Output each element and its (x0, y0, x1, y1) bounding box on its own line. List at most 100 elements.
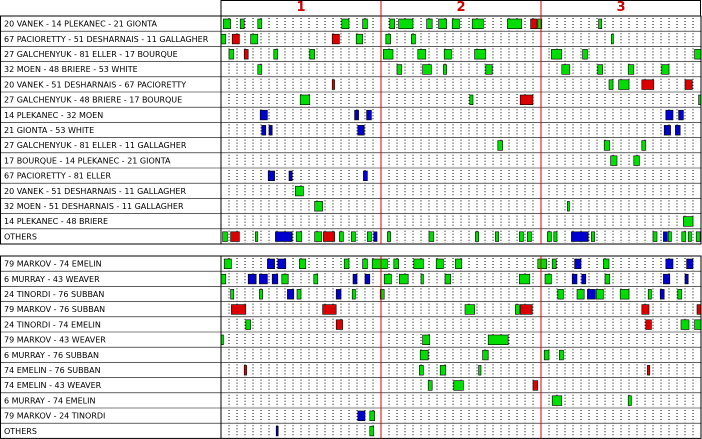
shift-blue (663, 273, 671, 285)
shift-green (299, 94, 311, 105)
shift-green (443, 49, 452, 60)
shift-green (627, 64, 635, 75)
shift-green (618, 79, 630, 90)
shift-green (611, 33, 614, 45)
shift-red (243, 365, 247, 376)
row-label: 32 MOEN - 48 BRIERE - 53 WHITE (4, 65, 138, 74)
shift-green (475, 231, 479, 242)
shift-green (223, 18, 231, 29)
shift-green (543, 349, 550, 361)
shift-green (438, 18, 447, 29)
shift-green (557, 289, 564, 300)
shift-blue (259, 273, 268, 285)
shift-green (694, 49, 702, 60)
shift-green (603, 258, 610, 269)
shift-green (667, 231, 672, 242)
row-label: 20 VANEK - 51 DESHARNAIS - 11 GALLAGHER (4, 187, 186, 196)
shift-green (314, 231, 323, 242)
shift-blue (364, 273, 371, 285)
shift-blue (261, 125, 267, 136)
shift-green (220, 33, 227, 45)
shift-green (582, 49, 588, 60)
shift-green (420, 273, 424, 285)
shift-green (561, 64, 571, 75)
period-label: 2 (456, 0, 465, 15)
shift-green (427, 380, 433, 391)
shift-green (547, 231, 552, 242)
shift-green (661, 64, 670, 75)
shift-green (559, 349, 564, 361)
row-label: 79 MARKOV - 43 WEAVER (4, 336, 106, 345)
row-label: 74 EMELIN - 76 SUBBAN (4, 366, 101, 375)
row-label: 14 PLEKANEC - 48 BRIERE (4, 217, 108, 226)
shift-red (230, 231, 240, 242)
shift-green (515, 304, 520, 315)
shift-green (687, 231, 692, 242)
shift-blue (571, 273, 578, 285)
shift-green (627, 395, 632, 406)
shift-red (231, 304, 247, 315)
shift-red (645, 319, 652, 330)
shift-red (532, 380, 539, 391)
shift-green (681, 231, 687, 242)
shift-blue (271, 273, 279, 285)
shift-green (537, 258, 547, 269)
shift-green (647, 289, 652, 300)
shift-green (553, 231, 558, 242)
shift-green (677, 289, 683, 300)
shift-green (299, 258, 307, 269)
shift-red (519, 304, 533, 315)
shift-green (576, 289, 585, 300)
shift-green (652, 231, 658, 242)
row-label: 21 GIONTA - 53 WHITE (4, 126, 94, 135)
shift-green (519, 273, 531, 285)
shift-blue (373, 231, 378, 242)
shift-green (383, 49, 394, 60)
shift-green (464, 304, 475, 315)
row-label: 6 MURRAY - 74 EMELIN (4, 396, 95, 405)
shift-red (641, 304, 650, 315)
shift-green (487, 334, 509, 345)
shift-green (537, 18, 543, 29)
row-label: OTHERS (4, 427, 37, 436)
shift-green (228, 49, 235, 60)
shift-green (595, 289, 604, 300)
shift-green (497, 140, 503, 151)
shift-green (257, 64, 263, 75)
shift-blue (288, 170, 293, 181)
row-label: 17 BOURQUE - 14 PLEKANEC - 21 GIONTA (4, 156, 171, 165)
shift-green (527, 231, 532, 242)
shift-blue (663, 231, 668, 242)
row-label: 6 MURRAY - 76 SUBBAN (4, 351, 99, 360)
period-label: 3 (616, 0, 625, 15)
shift-green (551, 395, 563, 406)
shift-blue (275, 231, 293, 242)
shift-green (495, 231, 499, 242)
shift-green (591, 231, 595, 242)
shift-green (482, 349, 489, 361)
shift-green (257, 18, 263, 29)
shift-green (426, 18, 433, 29)
shift-red (696, 304, 702, 315)
shift-green (362, 258, 368, 269)
shift-green (230, 289, 235, 300)
shift-green (220, 273, 227, 285)
shift-green (367, 231, 372, 242)
shift-green (680, 319, 690, 330)
row-label: 27 GALCHENYUK - 48 BRIERE - 17 BOURQUE (4, 96, 182, 105)
shift-blue (678, 109, 684, 121)
section-frame (0, 15, 702, 245)
shift-blue (686, 258, 694, 269)
shift-blue (267, 258, 275, 269)
shift-green (362, 18, 368, 29)
shift-green (396, 64, 403, 75)
shift-green (551, 258, 557, 269)
shift-green (419, 365, 424, 376)
shift-green (389, 18, 395, 29)
shift-green (485, 64, 493, 75)
shift-green (443, 64, 447, 75)
shift-green (341, 18, 350, 29)
shift-red (641, 79, 655, 90)
shift-green (222, 231, 228, 242)
shift-green (439, 365, 447, 376)
